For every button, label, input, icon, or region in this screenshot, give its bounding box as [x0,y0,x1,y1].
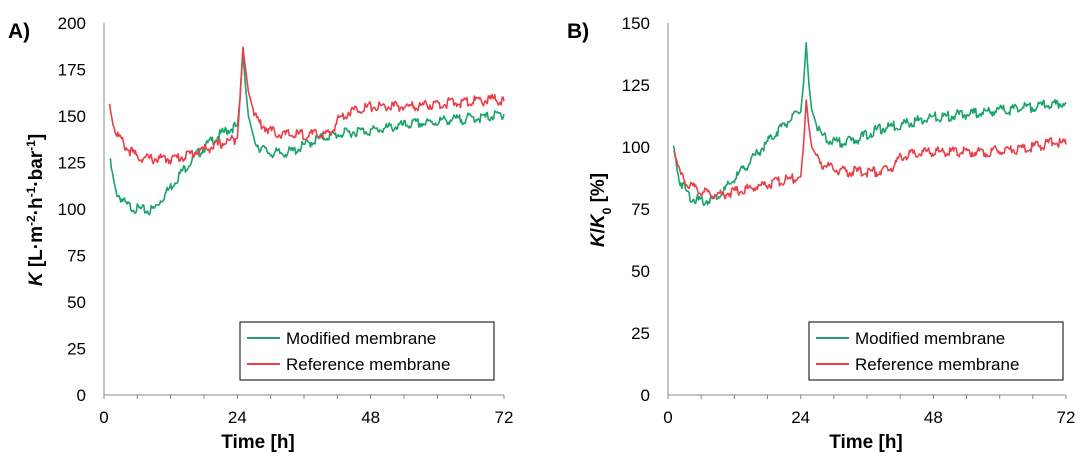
y-tick-label: 50 [67,293,86,312]
series-layer [108,46,505,216]
y-tick-label: 25 [67,340,86,359]
legend-label-reference: Reference membrane [286,355,450,374]
x-tick-labels: 0 24 48 72 [663,408,1075,427]
y-tick-label: 0 [77,386,86,405]
y-tick-labels: 0 25 50 75 100 125 150 [622,14,650,405]
y-tick-label: 125 [58,154,86,173]
y-label-slash: / [588,227,609,233]
y-tick-label: 100 [58,200,86,219]
x-axis-label: Time [h] [829,432,903,453]
x-tick-label: 0 [99,408,108,427]
series-line-modified [672,41,1067,207]
y-label-k0: K [588,213,609,228]
y-label-end: [%] [588,173,609,208]
panel-label: A) [8,20,30,43]
x-tick-label: 48 [361,408,380,427]
x-tick-label: 48 [924,408,943,427]
legend-label-modified: Modified membrane [855,329,1005,348]
y-label-k: K [588,232,609,247]
y-label-part1: [L·m [26,226,47,272]
x-tick-label: 72 [495,408,514,427]
x-tick-label: 0 [663,408,672,427]
y-tick-label: 200 [58,14,86,33]
y-axis-label: K/K0 [%] [588,173,614,247]
x-tick-labels: 0 24 48 72 [99,408,513,427]
legend: Modified membrane Reference membrane [239,321,495,381]
y-tick-label: 150 [58,107,86,126]
y-tick-label: 175 [58,61,86,80]
y-tick-label: 0 [641,386,650,405]
chart-panel-b: B) 0 25 50 75 100 125 150 0 24 48 72 Time [h] K/K… [567,14,1075,453]
series-layer [672,41,1067,207]
y-tick-label: 75 [67,247,86,266]
chart-panel-a: A) 0 25 50 75 100 125 150 175 200 0 24 48 72 Time [… [8,14,513,453]
y-tick-labels: 0 25 50 75 100 125 150 175 200 [58,14,86,405]
legend-label-modified: Modified membrane [286,329,436,348]
x-axis-label: Time [h] [221,432,295,453]
panel-label: B) [567,20,589,43]
y-tick-label: 100 [622,138,650,157]
y-label-sup2: -1 [24,186,38,197]
y-label-sup1: -2 [24,215,38,226]
x-tick-label: 24 [791,408,810,427]
x-tick-label: 24 [228,408,247,427]
y-tick-label: 75 [631,200,650,219]
y-label-part2: ·h [26,197,47,215]
series-line-reference [672,99,1067,200]
legend-label-reference: Reference membrane [855,355,1019,374]
y-label-k: K [26,271,47,286]
legend-box [239,321,495,381]
series-line-reference [108,46,505,165]
x-tick-label: 72 [1057,408,1076,427]
series-line-modified [109,50,505,216]
y-label-end: ] [26,134,47,140]
legend: Modified membrane Reference membrane [808,321,1064,381]
legend-box [808,321,1064,381]
y-label-sub0: 0 [600,207,614,214]
y-label-part3: ·bar [26,150,47,187]
y-tick-label: 125 [622,76,650,95]
y-tick-label: 150 [622,14,650,33]
y-tick-label: 50 [631,262,650,281]
y-tick-label: 25 [631,324,650,343]
y-axis-label: K [L·m-2·h-1·bar-1] [24,134,47,286]
y-label-sup3: -1 [24,140,38,151]
